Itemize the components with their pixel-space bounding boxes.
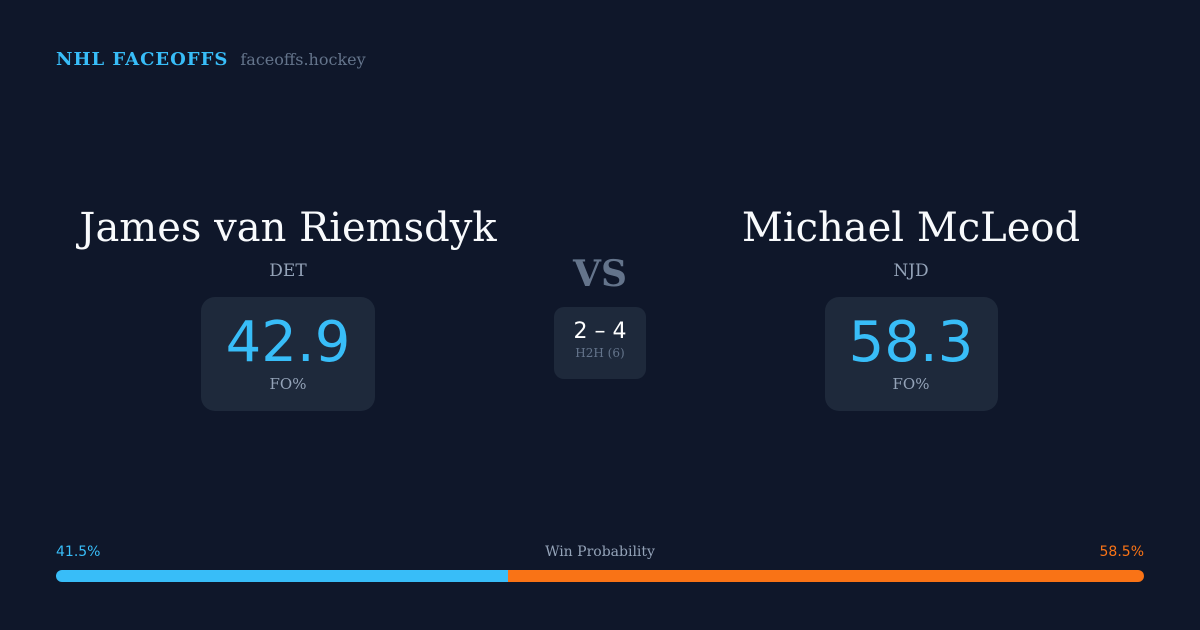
brand-url[interactable]: faceoffs.hockey (240, 50, 366, 69)
win-prob-p2: 58.5% (1099, 544, 1144, 560)
h2h-label: H2H (6) (575, 346, 625, 360)
brand-title: NHL FACEOFFS (56, 49, 229, 70)
player-1-name: James van Riemsdyk (79, 205, 497, 251)
player-1: James van Riemsdyk DET 42.9 FO% (58, 205, 518, 411)
player-1-team: DET (269, 261, 307, 281)
player-2-fo-label: FO% (892, 375, 930, 393)
win-prob-bar-p2 (507, 570, 1144, 582)
h2h-score: 2 – 4 (573, 319, 627, 344)
win-prob-bar-p1 (56, 570, 508, 582)
player-2: Michael McLeod NJD 58.3 FO% (681, 205, 1141, 411)
player-2-fo-card: 58.3 FO% (824, 297, 998, 411)
win-prob-label: Win Probability (545, 544, 655, 560)
player-1-fo-label: FO% (269, 375, 307, 393)
vs-label: VS (573, 253, 627, 295)
player-1-fo-card: 42.9 FO% (201, 297, 375, 411)
player-1-fo-pct: 42.9 (225, 310, 351, 375)
h2h-card: 2 – 4 H2H (6) (554, 307, 646, 379)
win-prob-bar (56, 570, 1144, 582)
player-2-team: NJD (893, 261, 929, 281)
player-2-name: Michael McLeod (741, 205, 1081, 251)
win-prob-p1: 41.5% (56, 544, 101, 560)
player-2-fo-pct: 58.3 (848, 310, 974, 375)
brand: NHL FACEOFFS faceoffs.hockey (56, 49, 366, 70)
